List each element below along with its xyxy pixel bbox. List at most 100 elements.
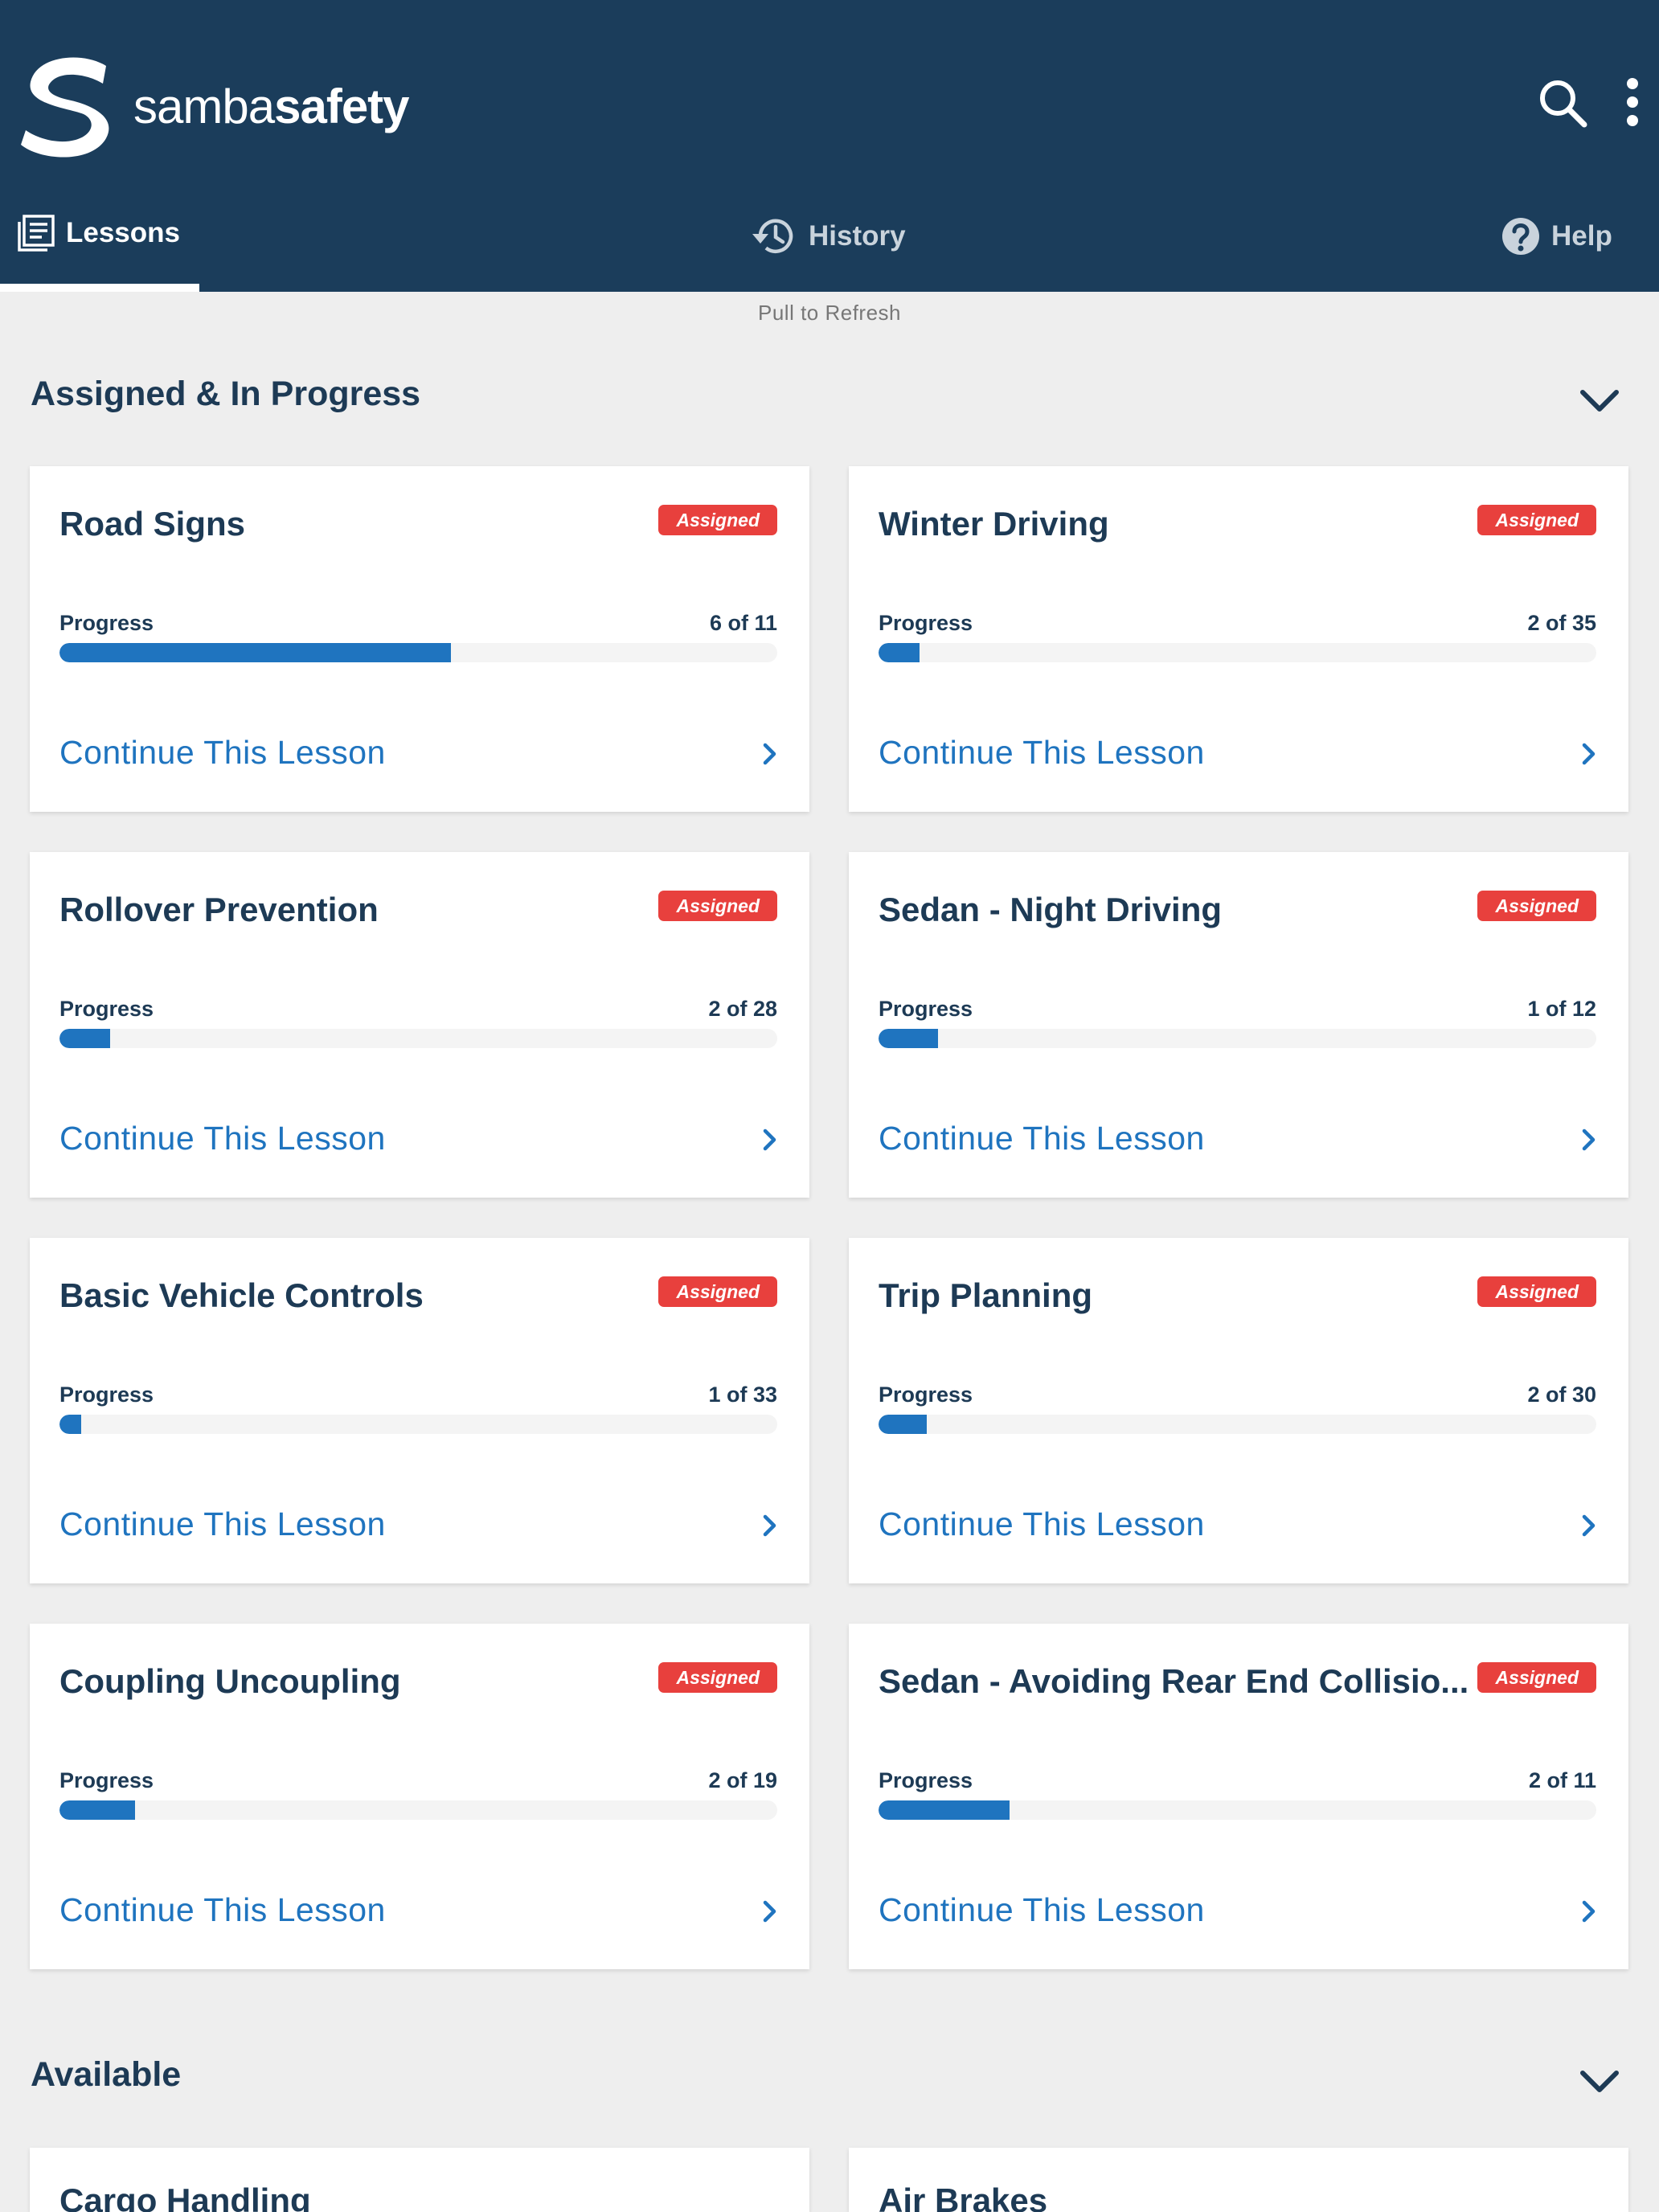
tab-history-label: History (809, 220, 906, 252)
continue-lesson-link[interactable]: Continue This Lesson (879, 734, 1205, 771)
lesson-card[interactable]: Air Brakes (849, 2148, 1628, 2212)
lesson-title: Rollover Prevention (59, 891, 379, 928)
progress-bar (59, 1415, 777, 1434)
continue-lesson-link[interactable]: Continue This Lesson (59, 1505, 386, 1542)
progress-bar (59, 1800, 777, 1820)
pull-to-refresh-hint: Pull to Refresh (757, 301, 902, 325)
chevron-right-icon[interactable] (1580, 1897, 1598, 1926)
lesson-title: Coupling Uncoupling (59, 1662, 401, 1700)
brand-name-light: samba (133, 80, 275, 133)
more-vertical-icon[interactable] (1622, 77, 1643, 127)
progress-label: Progress (59, 611, 154, 635)
progress-bar-fill (59, 1029, 111, 1048)
continue-lesson-link[interactable]: Continue This Lesson (879, 1120, 1205, 1157)
lesson-title: Winter Driving (879, 505, 1109, 543)
progress-bar (879, 1029, 1596, 1048)
progress-bar-fill (59, 1415, 81, 1434)
progress-bar-fill (59, 643, 451, 662)
tab-help-label: Help (1551, 220, 1612, 252)
lesson-card[interactable]: Rollover Prevention Assigned Progress 2 of … (30, 852, 809, 1198)
tab-lessons-label: Lessons (66, 217, 180, 248)
chevron-down-icon[interactable] (1579, 387, 1620, 415)
tab-history[interactable]: History (751, 204, 906, 268)
brand-logo: sambasafety (19, 55, 410, 159)
progress-bar (59, 643, 777, 662)
progress-label: Progress (59, 1382, 154, 1407)
progress-bar (59, 1029, 777, 1048)
progress-bar (879, 643, 1596, 662)
progress-bar (879, 1415, 1596, 1434)
samba-logo-icon (21, 57, 109, 158)
lesson-card[interactable]: Sedan - Avoiding Rear End Collisio... Ass… (849, 1624, 1628, 1969)
chevron-right-icon[interactable] (1580, 1511, 1598, 1540)
progress-count: 6 of 11 (709, 611, 777, 635)
progress-label: Progress (879, 611, 973, 635)
lesson-card[interactable]: Winter Driving Assigned Progress 2 of 35 Con… (849, 466, 1628, 812)
lesson-title: Sedan - Night Driving (879, 891, 1223, 928)
progress-bar-fill (879, 643, 920, 662)
progress-count: 2 of 30 (1527, 1382, 1596, 1407)
tab-bar: Lessons History Help (0, 186, 1659, 292)
chevron-right-icon[interactable] (761, 1897, 779, 1926)
progress-label: Progress (879, 997, 973, 1021)
chevron-right-icon[interactable] (1580, 1125, 1598, 1154)
search-icon[interactable] (1537, 77, 1588, 129)
status-badge: Assigned (1477, 1276, 1596, 1307)
continue-lesson-link[interactable]: Continue This Lesson (59, 734, 386, 771)
progress-bar-fill (879, 1029, 939, 1048)
status-badge: Assigned (658, 891, 777, 921)
progress-label: Progress (879, 1768, 973, 1792)
brand-wordmark: sambasafety (133, 80, 410, 133)
status-badge: Assigned (658, 1662, 777, 1693)
tab-help[interactable]: Help (1501, 204, 1612, 268)
lesson-card[interactable]: Cargo Handling (30, 2148, 809, 2212)
progress-bar-fill (59, 1800, 135, 1820)
section-title-assigned: Assigned & In Progress (31, 375, 421, 413)
continue-lesson-link[interactable]: Continue This Lesson (879, 1891, 1205, 1928)
active-tab-indicator (0, 284, 199, 292)
chevron-right-icon[interactable] (761, 1125, 779, 1154)
continue-lesson-link[interactable]: Continue This Lesson (59, 1891, 386, 1928)
lesson-title: Trip Planning (879, 1276, 1093, 1314)
chevron-down-icon[interactable] (1579, 2068, 1620, 2095)
lessons-icon (18, 215, 55, 252)
continue-lesson-link[interactable]: Continue This Lesson (59, 1120, 386, 1157)
lesson-card[interactable]: Basic Vehicle Controls Assigned Progress 1 … (30, 1238, 809, 1583)
lesson-card[interactable]: Road Signs Assigned Progress 6 of 11 Continu… (30, 466, 809, 812)
history-icon (752, 219, 793, 253)
progress-count: 2 of 28 (708, 997, 777, 1021)
progress-label: Progress (59, 1768, 154, 1792)
lesson-card[interactable]: Trip Planning Assigned Progress 2 of 30 Cont… (849, 1238, 1628, 1583)
progress-count: 1 of 33 (708, 1382, 777, 1407)
help-icon (1502, 218, 1539, 255)
progress-count: 2 of 35 (1527, 611, 1596, 635)
progress-count: 2 of 19 (708, 1768, 777, 1792)
status-badge: Assigned (1477, 891, 1596, 921)
progress-count: 2 of 11 (1528, 1768, 1596, 1792)
progress-bar (879, 1800, 1596, 1820)
lesson-title: Air Brakes (879, 2181, 1048, 2212)
progress-label: Progress (59, 997, 154, 1021)
progress-count: 1 of 12 (1527, 997, 1596, 1021)
continue-lesson-link[interactable]: Continue This Lesson (879, 1505, 1205, 1542)
lesson-title: Basic Vehicle Controls (59, 1276, 424, 1314)
lesson-card[interactable]: Sedan - Night Driving Assigned Progress 1 o… (849, 852, 1628, 1198)
lesson-title: Sedan - Avoiding Rear End Collisio... (879, 1662, 1469, 1700)
progress-bar-fill (879, 1415, 927, 1434)
lesson-title: Road Signs (59, 505, 246, 543)
status-badge: Assigned (658, 505, 777, 535)
lesson-card[interactable]: Coupling Uncoupling Assigned Progress 2 of … (30, 1624, 809, 1969)
app-header: sambasafety Lessons His (0, 0, 1659, 292)
status-badge: Assigned (1477, 1662, 1596, 1693)
brand-name-bold: safety (274, 80, 409, 133)
progress-label: Progress (879, 1382, 973, 1407)
chevron-right-icon[interactable] (761, 739, 779, 768)
lesson-title: Cargo Handling (59, 2181, 311, 2212)
chevron-right-icon[interactable] (761, 1511, 779, 1540)
section-title-available: Available (31, 2055, 182, 2094)
status-badge: Assigned (658, 1276, 777, 1307)
progress-bar-fill (879, 1800, 1010, 1820)
status-badge: Assigned (1477, 505, 1596, 535)
tab-lessons[interactable]: Lessons (18, 201, 180, 265)
chevron-right-icon[interactable] (1580, 739, 1598, 768)
